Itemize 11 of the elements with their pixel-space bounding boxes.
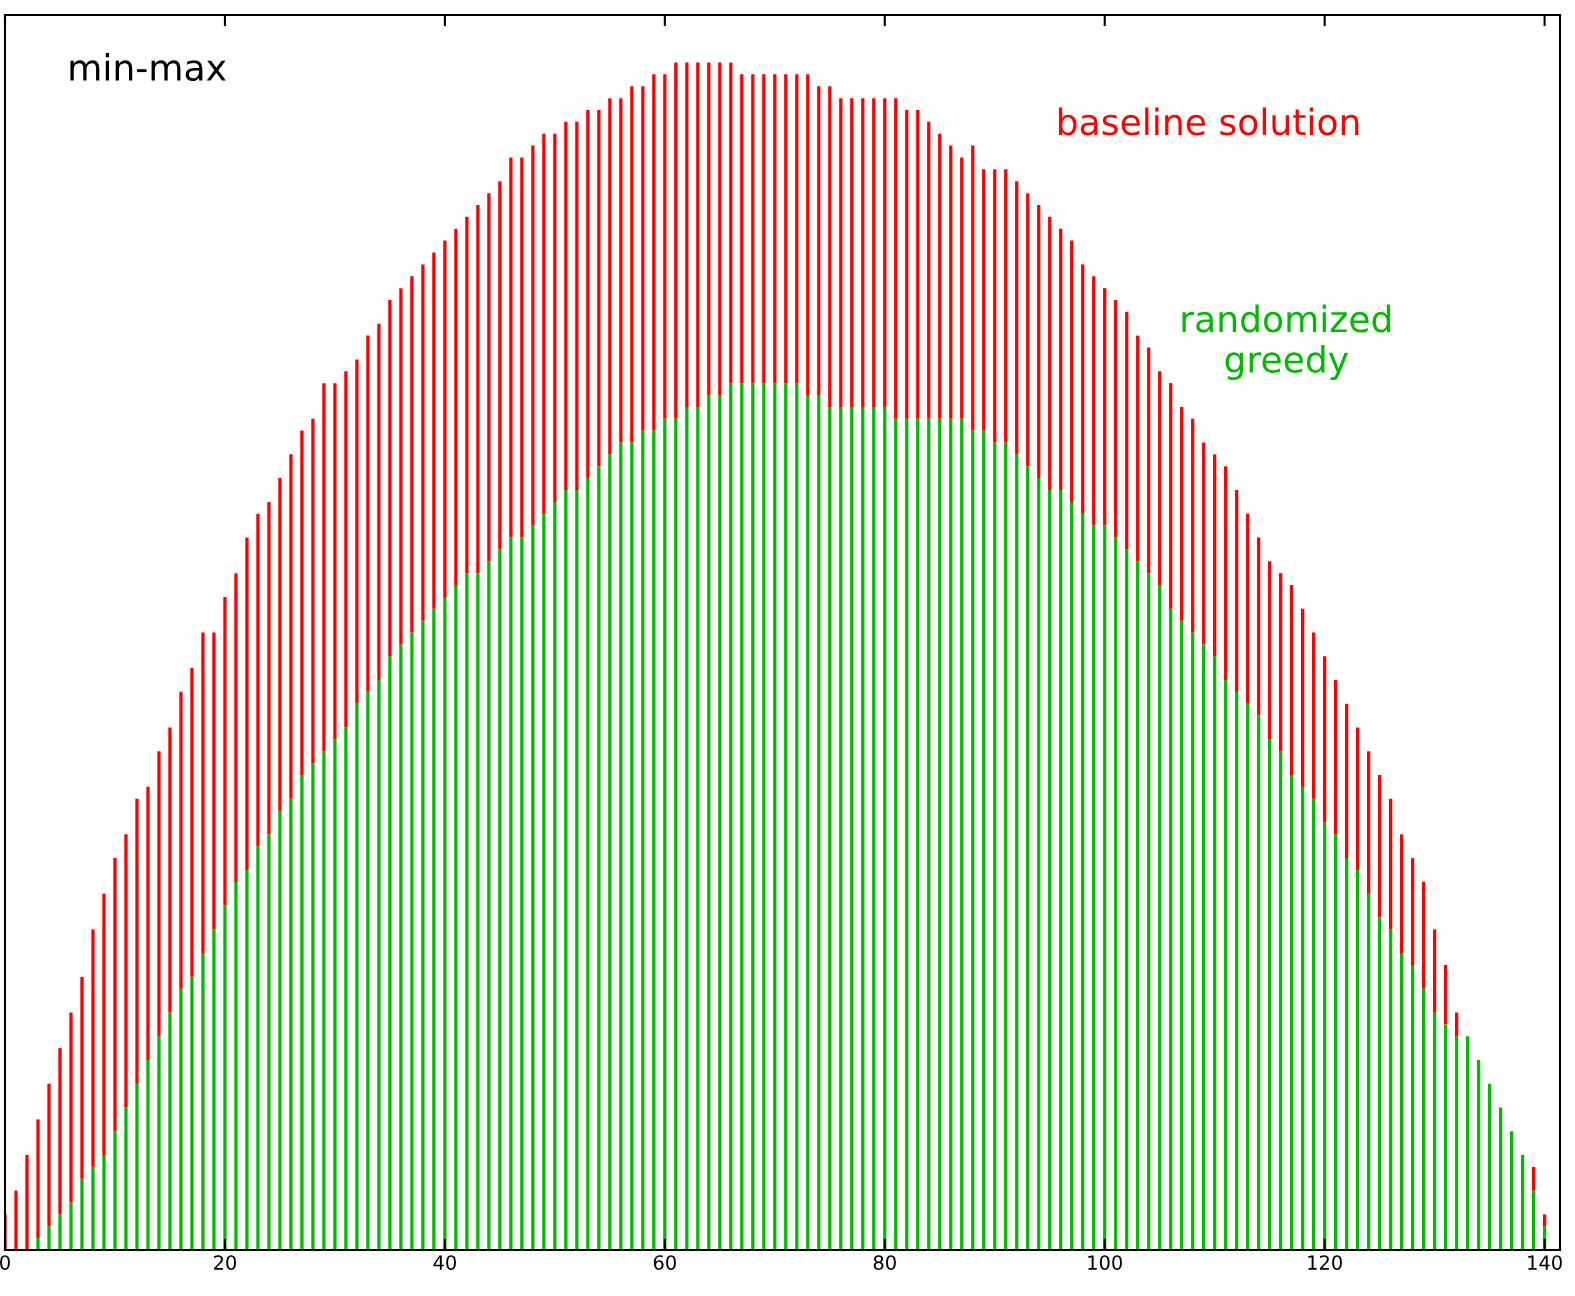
x-tick-label: 0 [0,1255,10,1270]
series-label: baseline solution [1058,107,1359,136]
x-tick-label: 100 [1088,1255,1122,1270]
x-tick-label: 20 [214,1255,237,1270]
chart-title: min-max [70,53,226,82]
x-tick-label: 120 [1308,1255,1342,1270]
x-tick-label: 60 [653,1255,676,1270]
text: randomized greedy [1182,304,1391,380]
x-tick-label: 140 [1528,1255,1562,1270]
x-tick-label: 80 [873,1255,896,1270]
x-tick-label: 40 [433,1255,456,1270]
